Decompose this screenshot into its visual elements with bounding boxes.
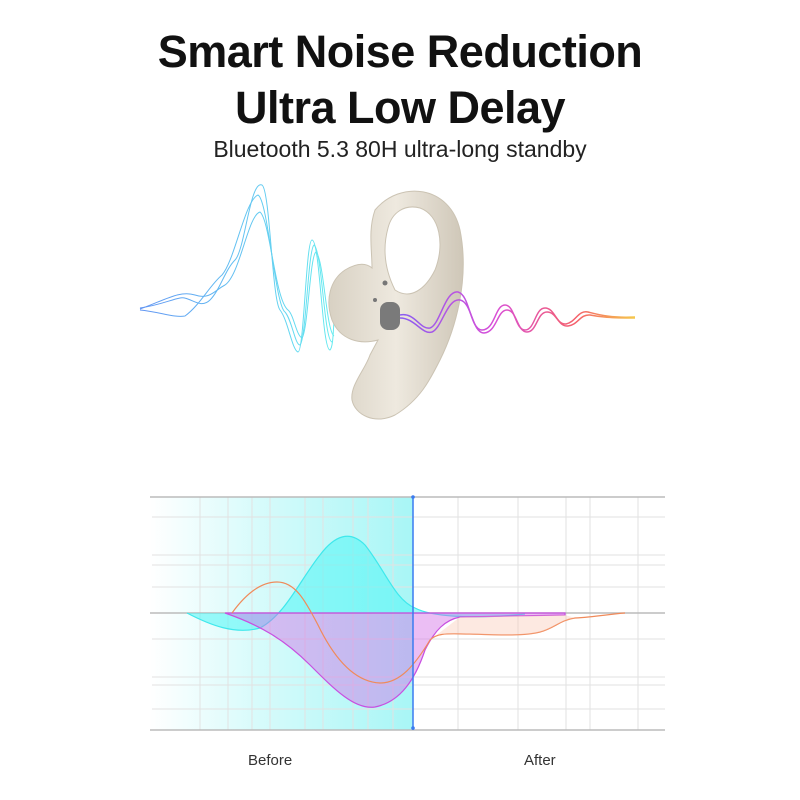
magenta-curve [224,612,566,708]
sound-wave-input [139,184,340,353]
sound-wave-output [399,291,636,334]
after-peach-fill [430,615,575,640]
subtitle: Bluetooth 5.3 80H ultra-long standby [213,136,587,162]
noise-comparison-chart [150,495,665,731]
headline-line-2: Ultra Low Delay [234,82,566,133]
divider-bottom-dot [411,726,415,730]
before-label: Before [248,752,293,769]
earbud-speaker-grille [380,302,400,330]
orange-curve [231,581,626,684]
headline-line-1: Smart Noise Reduction [157,26,643,77]
after-label: After [524,752,556,769]
divider-top-dot [411,495,415,499]
earbud-image [328,190,464,420]
